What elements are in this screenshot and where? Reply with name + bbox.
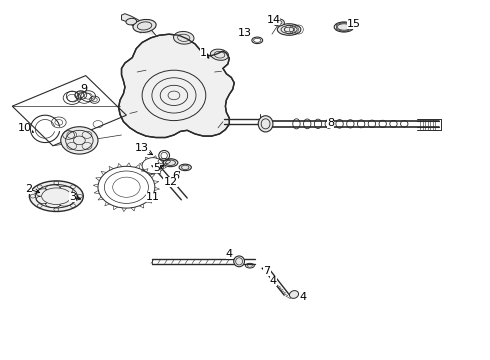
Ellipse shape [290, 291, 298, 298]
Polygon shape [119, 34, 234, 138]
Ellipse shape [29, 181, 83, 212]
Ellipse shape [179, 164, 191, 171]
Text: 9: 9 [81, 84, 88, 94]
Ellipse shape [163, 159, 178, 167]
Text: 4: 4 [226, 249, 233, 259]
Circle shape [61, 127, 98, 154]
Text: 14: 14 [267, 15, 280, 25]
Ellipse shape [258, 116, 273, 132]
Ellipse shape [173, 31, 194, 44]
Text: 10: 10 [18, 123, 31, 133]
Text: 4: 4 [299, 292, 306, 302]
Text: 2: 2 [25, 184, 32, 194]
Text: 4: 4 [270, 276, 277, 286]
Polygon shape [122, 14, 156, 35]
Text: 13: 13 [238, 28, 252, 38]
Ellipse shape [277, 24, 301, 35]
Text: 1: 1 [200, 48, 207, 58]
Ellipse shape [334, 22, 354, 32]
Text: 11: 11 [146, 192, 160, 202]
Ellipse shape [133, 19, 156, 32]
Text: 8: 8 [327, 118, 334, 128]
Text: 6: 6 [172, 171, 179, 181]
Text: 3: 3 [69, 192, 76, 202]
Ellipse shape [272, 19, 284, 26]
Text: 15: 15 [347, 19, 361, 30]
Text: 7: 7 [264, 266, 270, 276]
Text: 5: 5 [153, 163, 160, 174]
Ellipse shape [234, 256, 245, 267]
Ellipse shape [126, 18, 137, 25]
Ellipse shape [210, 49, 229, 60]
Text: 13: 13 [135, 143, 149, 153]
Text: 12: 12 [164, 177, 177, 187]
